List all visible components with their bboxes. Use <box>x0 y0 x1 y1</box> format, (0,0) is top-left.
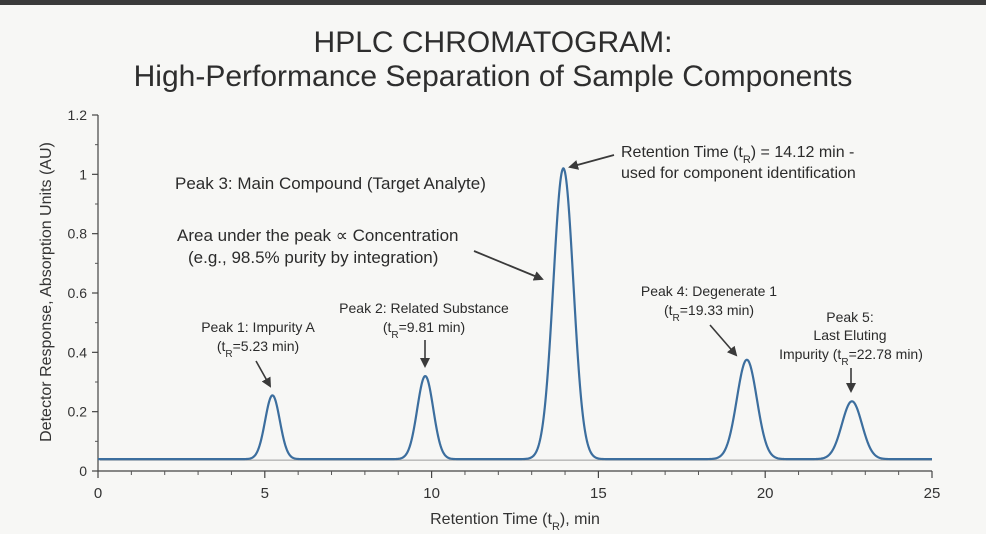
y-tick-label: 0.4 <box>68 344 88 360</box>
y-tick-label: 0.6 <box>68 285 88 301</box>
peak2-label: Peak 2: Related Substance <box>339 300 509 316</box>
peak5-label: Peak 5: <box>826 309 873 325</box>
peak4-label: Peak 4: Degenerate 1 <box>641 283 777 299</box>
x-tick-label: 5 <box>261 485 269 502</box>
x-axis-title: Retention Time (tR), min <box>430 511 600 533</box>
peak-apex-4 <box>745 358 749 362</box>
axis-ticks <box>92 114 933 478</box>
axis-tick-labels: 0 5 10 15 20 25 0 0.2 0.4 0.6 0.8 1 1.2 <box>68 107 941 502</box>
x-tick-label: 10 <box>423 485 440 502</box>
retention-use-label: used for component identification <box>621 165 856 182</box>
area-arrow <box>473 250 544 281</box>
x-tick-label: 15 <box>590 485 607 502</box>
chart-title: HPLC CHROMATOGRAM: <box>313 26 673 59</box>
y-tick-label: 0.2 <box>68 404 88 420</box>
peak4-arrow <box>709 324 738 357</box>
chart-subtitle: High-Performance Separation of Sample Co… <box>133 60 853 93</box>
x-tick-label: 20 <box>757 485 774 502</box>
y-tick-label: 1 <box>79 166 87 182</box>
area-concentration-label: Area under the peak ∝ Concentration <box>177 226 459 245</box>
top-strip <box>0 0 986 5</box>
y-tick-label: 0 <box>79 463 87 479</box>
peak3-label: Peak 3: Main Compound (Target Analyte) <box>175 174 486 193</box>
y-axis-title: Detector Response, Absorption Units (AU) <box>38 142 55 442</box>
x-tick-label: 0 <box>94 485 102 502</box>
chromatogram-trace <box>98 167 932 461</box>
peak-apex-2 <box>423 374 427 378</box>
peak-apex-5 <box>850 399 854 403</box>
peak1-retention-label: (tR=5.23 min) <box>217 338 299 360</box>
peak5-last-eluting-label: Last Eluting <box>813 327 886 343</box>
retention-time-label: Retention Time (tR) = 14.12 min - <box>621 144 854 166</box>
peak2-retention-label: (tR=9.81 min) <box>383 319 465 341</box>
peak1-label: Peak 1: Impurity A <box>201 319 315 335</box>
peak-apex-3 <box>561 166 565 170</box>
y-tick-label: 0.8 <box>68 226 88 242</box>
peak1-arrow <box>255 360 271 388</box>
y-tick-label: 1.2 <box>68 107 88 123</box>
retention-arrow <box>568 154 615 170</box>
peak4-retention-label: (tR=19.33 min) <box>664 302 754 324</box>
area-purity-label: (e.g., 98.5% purity by integration) <box>188 248 438 267</box>
peak-apex-1 <box>270 393 274 397</box>
peak5-retention-label: Impurity (tR=22.78 min) <box>779 346 923 368</box>
x-tick-label: 25 <box>924 485 941 502</box>
